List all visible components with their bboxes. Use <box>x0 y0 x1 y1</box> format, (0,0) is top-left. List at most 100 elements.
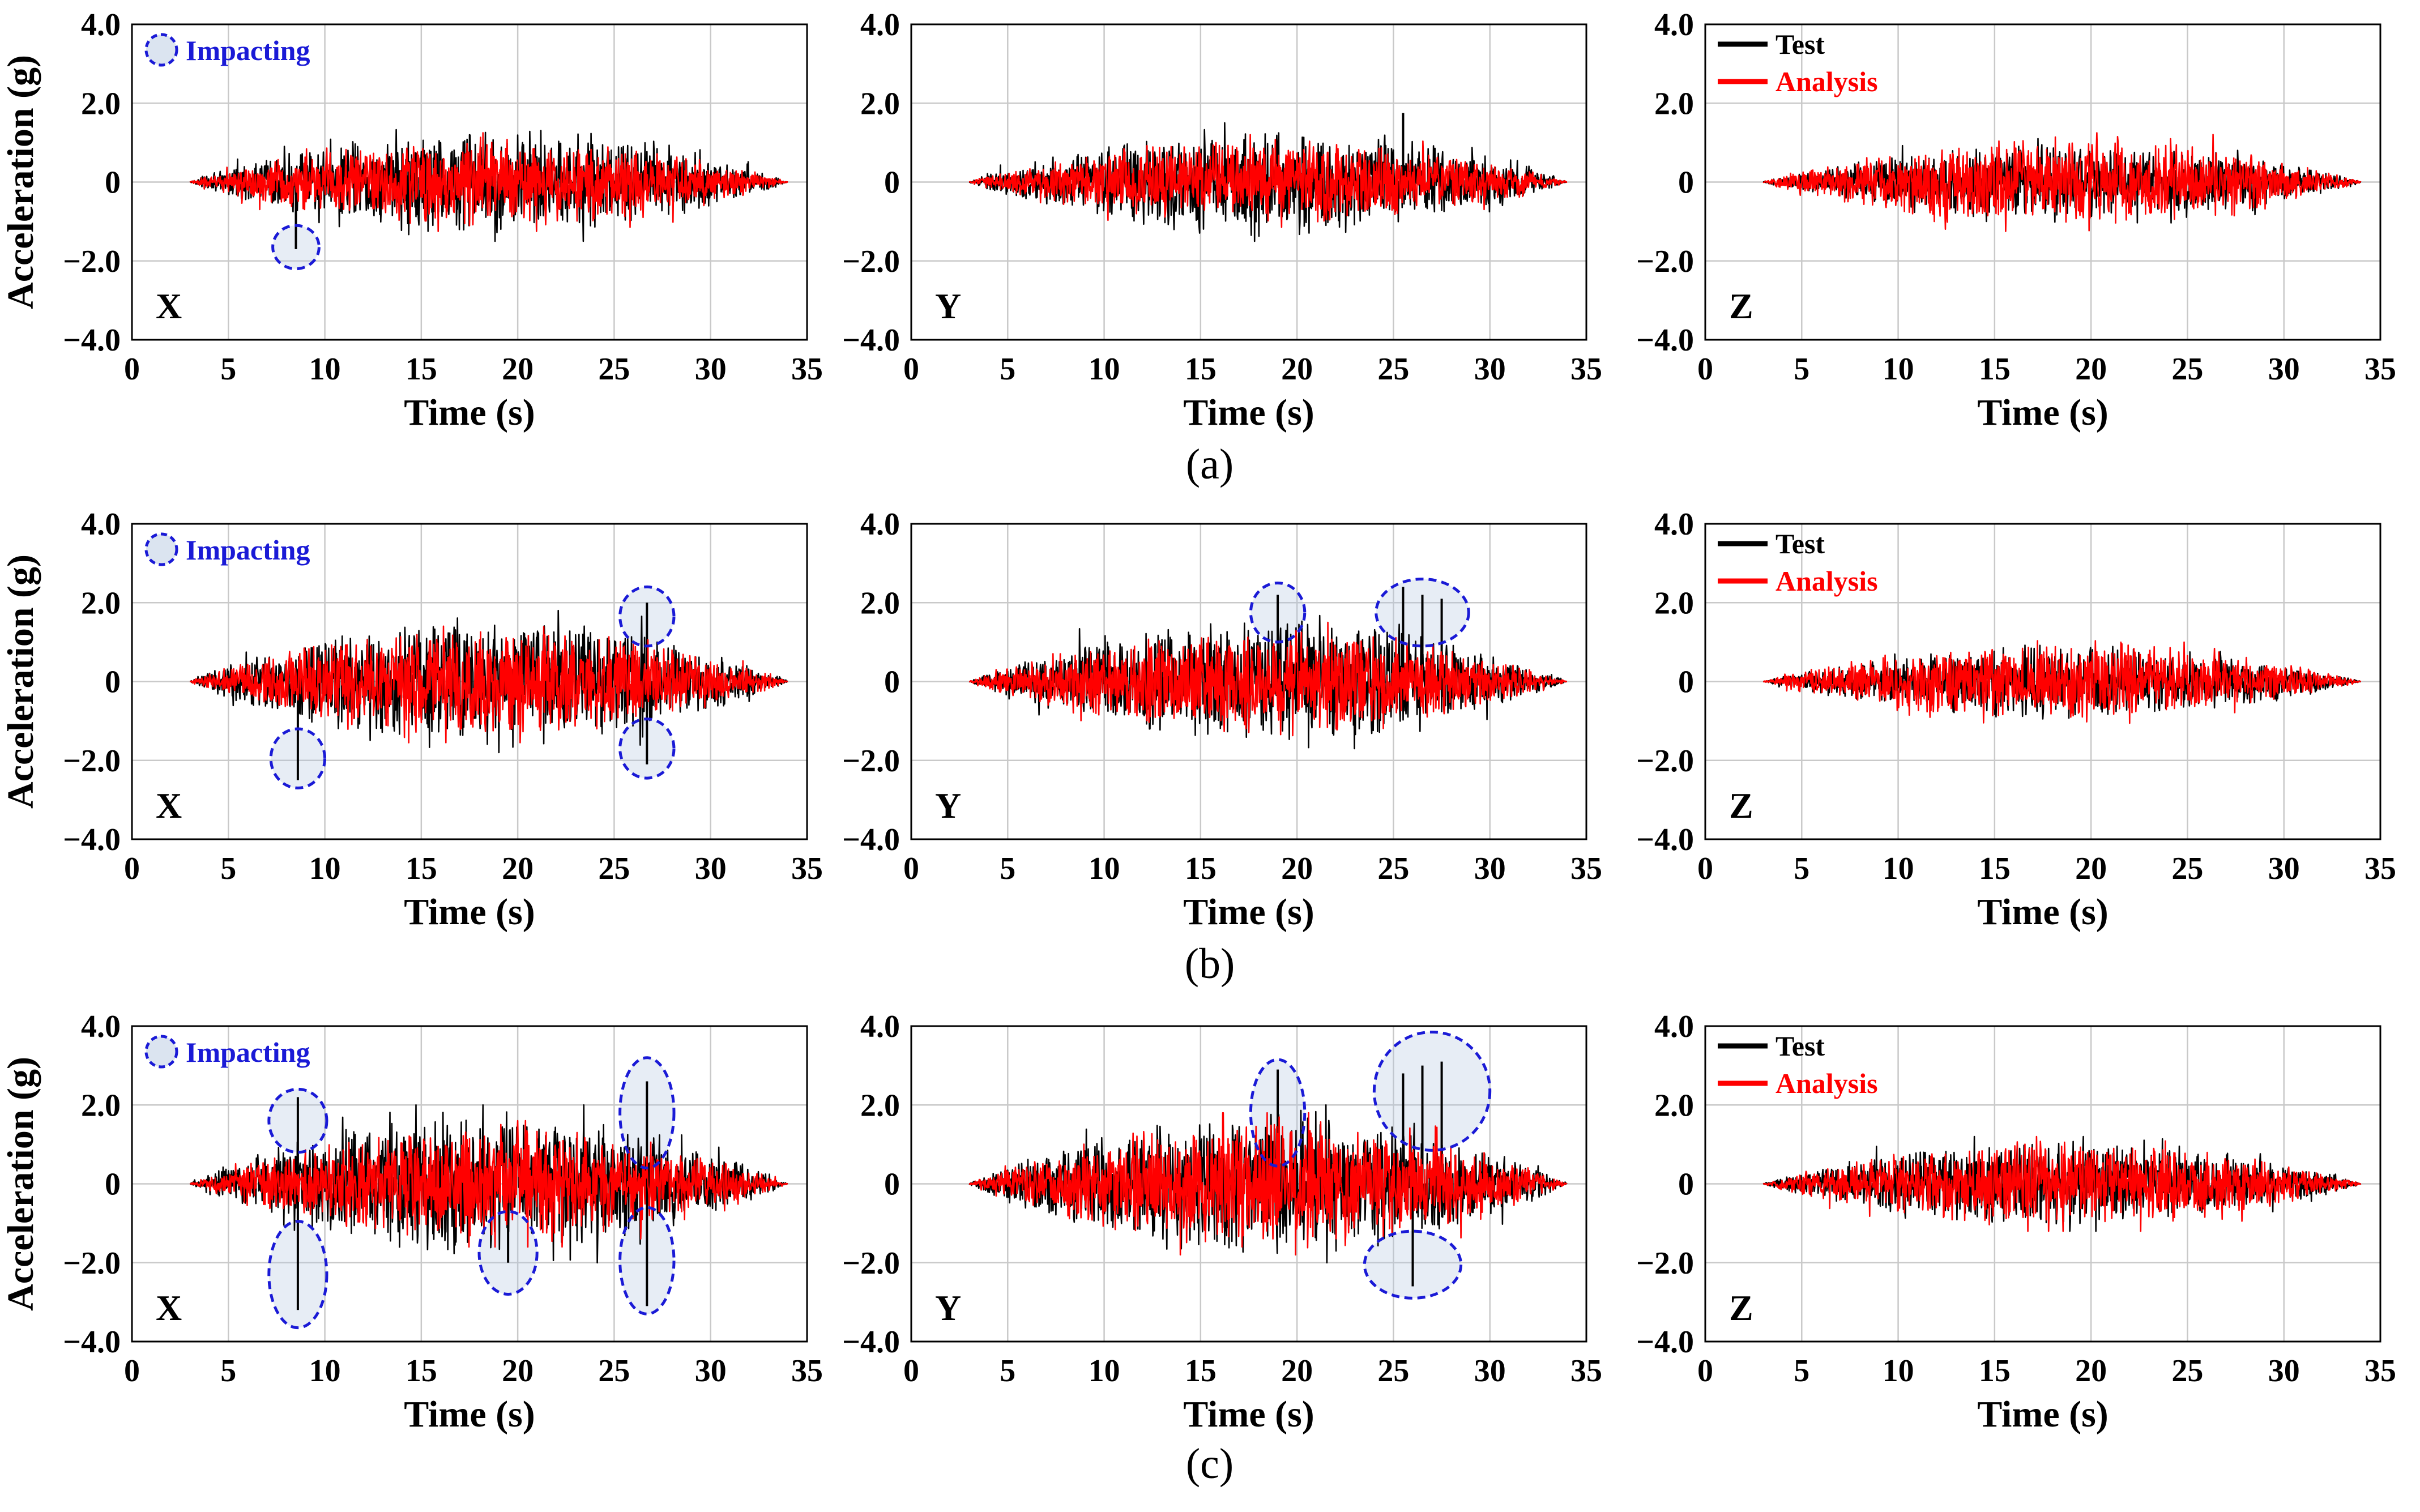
y-tick-label: −2.0 <box>63 244 121 279</box>
x-tick-label: 25 <box>2171 1353 2203 1389</box>
chart-c-x: 0 5 10 15 20 25 30 35 4.0 2.0 0 −2.0 −4.0 Time (s) Acc… <box>0 1009 823 1435</box>
x-tick-label: 0 <box>1697 1353 1713 1389</box>
analysis-series-line <box>1762 132 2362 232</box>
y-tick-label: 4.0 <box>1654 7 1694 42</box>
impact-region <box>618 1056 676 1170</box>
plot-frame <box>131 1025 808 1343</box>
impact-region <box>269 727 327 789</box>
impact-region <box>618 585 676 648</box>
plot-frame <box>1704 23 2381 341</box>
y-tick-label: 2.0 <box>81 586 121 621</box>
legend-label: Analysis <box>1775 565 1878 597</box>
analysis-series-line <box>1762 640 2362 724</box>
x-tick-label: 15 <box>1979 352 2011 387</box>
impact-region <box>1249 1058 1307 1168</box>
x-tick-label: 35 <box>1570 851 1602 886</box>
x-tick-label: 0 <box>1697 352 1713 387</box>
x-tick-label: 10 <box>1883 352 1914 387</box>
x-tick-label: 10 <box>309 851 341 886</box>
plot-frame <box>910 23 1587 341</box>
x-tick-label: 20 <box>502 1353 533 1389</box>
x-tick-label: 15 <box>406 1353 437 1389</box>
plot-frame <box>910 1025 1587 1343</box>
legend-label: Analysis <box>1775 1067 1878 1099</box>
x-tick-label: 30 <box>2268 1353 2300 1389</box>
y-tick-label: −4.0 <box>842 822 900 857</box>
plot-frame <box>1704 523 2381 840</box>
y-axis-label: Acceleration (g) <box>0 1057 41 1311</box>
impact-key-icon <box>144 532 178 566</box>
x-axis-label: Time (s) <box>1977 392 2109 433</box>
row-caption: (a) <box>1186 441 1234 488</box>
y-tick-label: 0 <box>105 1167 121 1202</box>
chart-b-y: 0 5 10 15 20 25 30 35 4.0 2.0 0 −2.0 −4.0 Time (s) Y <box>842 507 1602 933</box>
x-tick-label: 25 <box>1377 851 1409 886</box>
impact-region <box>1372 1030 1492 1152</box>
impact-region <box>1375 577 1470 648</box>
y-tick-label: 0 <box>1678 665 1694 700</box>
analysis-series-line <box>189 1120 788 1248</box>
row-caption: (b) <box>1185 940 1235 988</box>
x-tick-label: 35 <box>1570 1353 1602 1389</box>
x-tick-label: 25 <box>1377 1353 1409 1389</box>
x-tick-label: 5 <box>220 352 236 387</box>
impact-key-label: Impacting <box>186 534 310 566</box>
x-tick-label: 5 <box>1000 851 1015 886</box>
direction-label: Z <box>1729 785 1753 826</box>
chart-c-z: 0 5 10 15 20 25 30 35 4.0 2.0 0 −2.0 −4.0 Time (s) Z Te… <box>1636 1009 2396 1435</box>
y-tick-label: 4.0 <box>860 1009 900 1044</box>
y-tick-label: −2.0 <box>63 744 121 779</box>
x-tick-label: 25 <box>2171 851 2203 886</box>
x-tick-label: 0 <box>903 851 919 886</box>
x-tick-label: 0 <box>124 352 140 387</box>
y-tick-label: −4.0 <box>1636 822 1694 857</box>
y-axis-label: Acceleration (g) <box>0 554 41 809</box>
x-tick-label: 20 <box>2075 851 2107 886</box>
x-axis-label: Time (s) <box>1183 1394 1314 1435</box>
y-tick-label: −2.0 <box>1636 744 1694 779</box>
y-tick-label: −4.0 <box>842 323 900 358</box>
x-tick-label: 5 <box>1000 1353 1015 1389</box>
y-axis-label: Acceleration (g) <box>0 55 41 309</box>
legend-label: Test <box>1775 528 1825 559</box>
analysis-series-line <box>968 621 1568 737</box>
x-tick-label: 15 <box>1185 851 1217 886</box>
impact-key-label: Impacting <box>186 35 310 66</box>
y-tick-label: 2.0 <box>860 586 900 621</box>
x-tick-label: 20 <box>1281 851 1313 886</box>
legend-label: Analysis <box>1775 66 1878 97</box>
y-tick-label: 4.0 <box>1654 1009 1694 1044</box>
y-tick-label: −4.0 <box>63 1325 121 1360</box>
x-tick-label: 35 <box>2364 352 2396 387</box>
x-tick-label: 30 <box>2268 352 2300 387</box>
y-tick-label: 4.0 <box>860 7 900 42</box>
y-tick-label: −2.0 <box>842 744 900 779</box>
direction-label: X <box>156 286 182 326</box>
x-tick-label: 15 <box>1185 1353 1217 1389</box>
x-tick-label: 35 <box>1570 352 1602 387</box>
x-tick-label: 30 <box>1474 352 1506 387</box>
y-tick-label: 0 <box>1678 165 1694 200</box>
y-tick-label: −2.0 <box>1636 1246 1694 1281</box>
analysis-series-line <box>968 134 1568 228</box>
y-tick-label: 0 <box>105 165 121 200</box>
impact-region <box>267 1087 328 1154</box>
direction-label: X <box>156 1288 182 1328</box>
x-tick-label: 5 <box>1794 352 1809 387</box>
direction-label: Y <box>935 1288 961 1328</box>
x-tick-label: 10 <box>1883 1353 1914 1389</box>
x-tick-label: 20 <box>1281 352 1313 387</box>
direction-label: Y <box>935 286 961 326</box>
direction-label: Z <box>1729 286 1753 326</box>
x-tick-label: 35 <box>791 352 823 387</box>
y-tick-label: 2.0 <box>1654 86 1694 121</box>
impact-key-label: Impacting <box>186 1036 310 1068</box>
y-tick-label: 0 <box>1678 1167 1694 1202</box>
x-tick-label: 30 <box>695 352 727 387</box>
impact-region <box>267 1220 328 1330</box>
chart-a-x: 0 5 10 15 20 25 30 35 4.0 2.0 0 −2.0 −4.0 Time (s) Acc… <box>0 7 823 433</box>
x-tick-label: 30 <box>695 1353 727 1389</box>
x-tick-label: 20 <box>1281 1353 1313 1389</box>
x-tick-label: 35 <box>2364 1353 2396 1389</box>
